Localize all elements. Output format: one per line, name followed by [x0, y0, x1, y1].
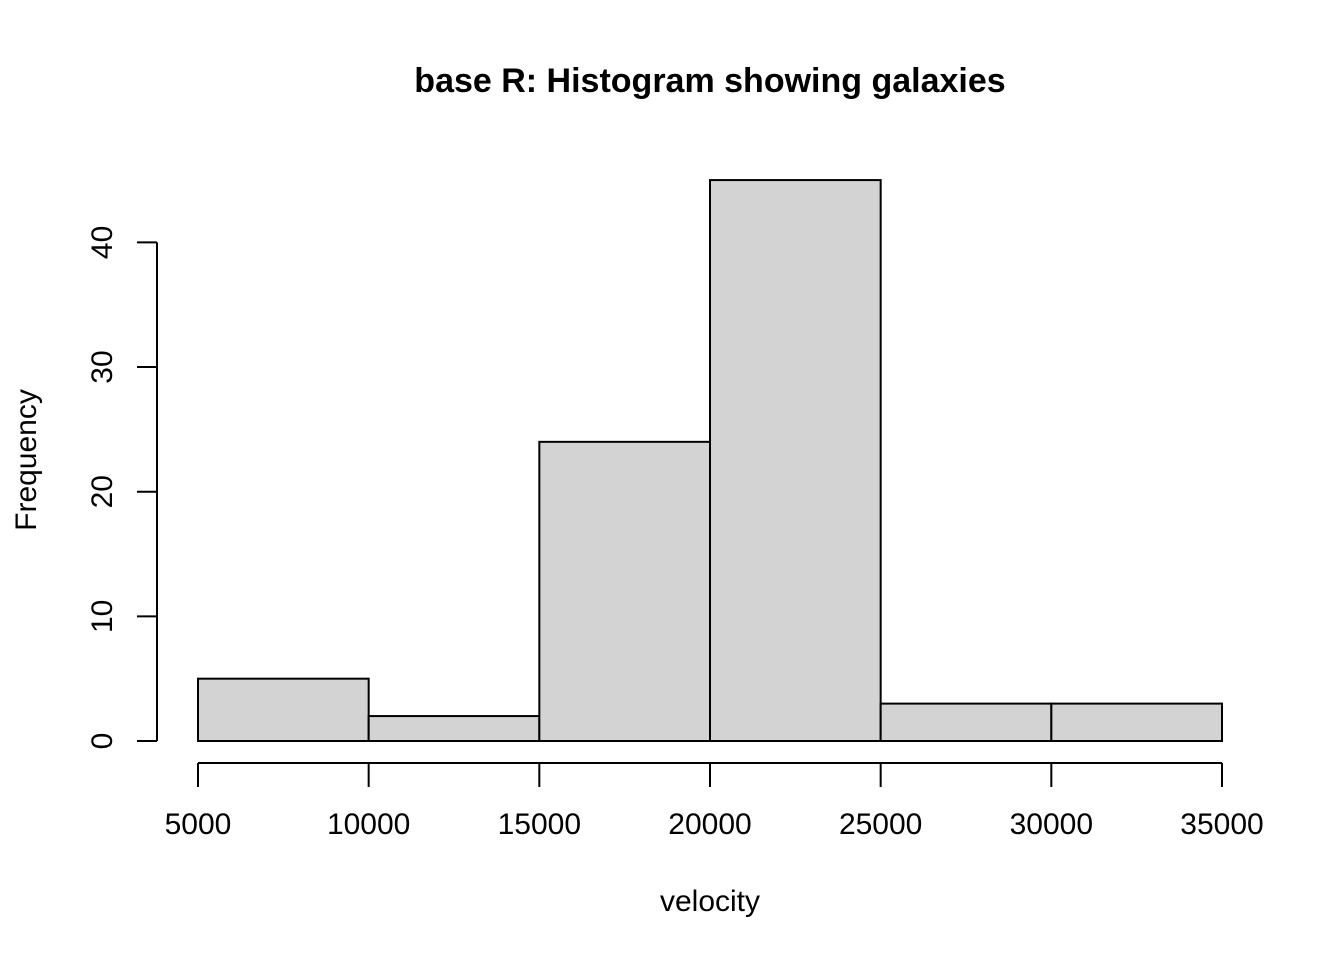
x-tick-label: 5000	[165, 808, 232, 841]
histogram-bar-1	[367, 715, 541, 743]
x-tick-label: 35000	[1180, 808, 1263, 841]
histogram-bar-2	[538, 440, 711, 742]
x-tick-label: 20000	[668, 808, 751, 841]
histogram-bar-3	[709, 179, 882, 742]
x-axis-label: velocity	[660, 885, 760, 918]
y-tick-label: 10	[86, 600, 119, 633]
histogram-bar-5	[1050, 702, 1224, 742]
x-tick-label: 30000	[1010, 808, 1093, 841]
chart-title: base R: Histogram showing galaxies	[414, 62, 1005, 100]
x-tick-label: 15000	[498, 808, 581, 841]
histogram-bar-0	[197, 677, 370, 742]
bars-group	[197, 179, 1224, 743]
y-tick-label: 40	[86, 226, 119, 259]
y-axis: 0 10 20 30 40	[86, 226, 158, 750]
histogram-bar-4	[879, 702, 1053, 742]
x-tick-label: 25000	[839, 808, 922, 841]
y-axis-label: Frequency	[10, 389, 43, 531]
y-tick-label: 30	[86, 350, 119, 383]
x-tick-label: 10000	[327, 808, 410, 841]
y-tick-label: 20	[86, 475, 119, 508]
y-tick-label: 0	[86, 733, 119, 750]
x-axis: 5000 10000 15000 20000 25000 30000 35000	[165, 762, 1264, 841]
